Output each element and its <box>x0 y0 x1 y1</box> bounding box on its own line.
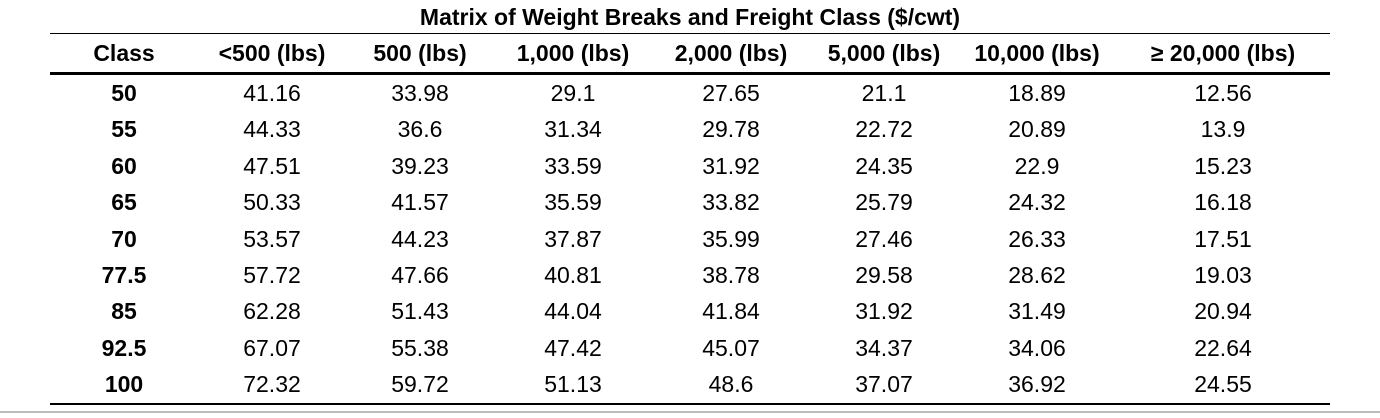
bottom-divider <box>0 411 1380 413</box>
rate-cell: 27.65 <box>702 80 760 106</box>
rate-cell: 44.33 <box>243 116 301 143</box>
rate-cell: 41.57 <box>391 189 449 216</box>
column-header-weight-break: 1,000 (lbs) <box>494 33 652 75</box>
rate-cell: 20.94 <box>1194 298 1252 325</box>
freight-class-cell: 100 <box>50 366 198 405</box>
rate-cell: 20.89 <box>1008 116 1066 143</box>
table-row: 60 47.51 39.23 33.59 31.92 24.35 22.9 15.23 <box>50 148 1330 184</box>
rate-cell: 34.06 <box>1008 334 1066 361</box>
rate-cell: 15.23 <box>1194 152 1252 179</box>
rate-cell: 35.59 <box>544 189 602 216</box>
freight-class-cell: 85 <box>111 298 137 325</box>
rate-cell: 27.46 <box>855 225 913 252</box>
table-row: 70 53.57 44.23 37.87 35.99 27.46 26.33 17.51 <box>50 221 1330 257</box>
rate-cell: 34.37 <box>855 334 913 361</box>
rate-cell: 57.72 <box>243 262 301 289</box>
rate-cell: 21.1 <box>861 80 907 106</box>
rate-cell: 22.64 <box>1194 334 1252 361</box>
rate-cell: 44.23 <box>391 225 449 252</box>
rate-cell: 44.04 <box>544 298 602 325</box>
rate-cell: 47.51 <box>243 152 301 179</box>
rate-cell: 51.43 <box>391 298 449 325</box>
rate-cell: 22.72 <box>855 116 913 143</box>
rate-cell: 33.82 <box>702 189 760 216</box>
rate-cell: 47.42 <box>544 334 602 361</box>
rate-cell: 19.03 <box>1194 262 1252 289</box>
table-row: 50 41.16 33.98 29.1 27.65 21.1 18.89 12.56 <box>50 74 1330 112</box>
rate-cell: 67.07 <box>243 334 301 361</box>
rate-cell: 29.1 <box>550 80 596 106</box>
rate-cell: 37.87 <box>544 225 602 252</box>
column-header-weight-break: 5,000 (lbs) <box>810 33 958 75</box>
rate-cell: 50.33 <box>243 189 301 216</box>
rate-cell: 48.6 <box>652 366 810 405</box>
rate-cell: 47.66 <box>391 262 449 289</box>
freight-class-cell: 70 <box>111 225 137 252</box>
rate-cell: 18.89 <box>1008 80 1066 106</box>
rate-cell: 13.9 <box>1200 116 1246 143</box>
rate-cell: 55.38 <box>391 334 449 361</box>
column-header-weight-break: ≥ 20,000 (lbs) <box>1116 33 1330 75</box>
column-header-weight-break: 10,000 (lbs) <box>958 33 1116 75</box>
freight-class-cell: 92.5 <box>101 334 147 361</box>
header-row: Class <500 (lbs) 500 (lbs) 1,000 (lbs) 2,000… <box>50 33 1330 75</box>
rate-cell: 51.13 <box>494 366 652 405</box>
freight-rate-table: Class <500 (lbs) 500 (lbs) 1,000 (lbs) 2,000… <box>50 33 1330 405</box>
rate-cell: 59.72 <box>346 366 494 405</box>
table-row: 65 50.33 41.57 35.59 33.82 25.79 24.32 16.18 <box>50 184 1330 220</box>
rate-cell: 24.32 <box>1008 189 1066 216</box>
table-row: 92.5 67.07 55.38 47.42 45.07 34.37 34.06 22.64 <box>50 330 1330 366</box>
rate-cell: 53.57 <box>243 225 301 252</box>
rate-cell: 28.62 <box>1008 262 1066 289</box>
rate-cell: 72.32 <box>198 366 346 405</box>
rate-cell: 41.16 <box>243 80 301 106</box>
freight-class-cell: 65 <box>111 189 137 216</box>
table-row: 77.5 57.72 47.66 40.81 38.78 29.58 28.62 19.03 <box>50 257 1330 293</box>
rate-cell: 33.59 <box>544 152 602 179</box>
table-body: 50 41.16 33.98 29.1 27.65 21.1 18.89 12.56 55 44.… <box>50 74 1330 405</box>
rate-cell: 29.58 <box>855 262 913 289</box>
freight-class-cell: 50 <box>111 80 137 106</box>
table-row: 85 62.28 51.43 44.04 41.84 31.92 31.49 20.94 <box>50 293 1330 329</box>
rate-cell: 35.99 <box>702 225 760 252</box>
freight-class-cell: 55 <box>111 116 137 143</box>
rate-cell: 17.51 <box>1194 225 1252 252</box>
rate-cell: 33.98 <box>391 80 449 106</box>
rate-cell: 36.92 <box>958 366 1116 405</box>
table-row: 55 44.33 36.6 31.34 29.78 22.72 20.89 13.9 <box>50 111 1330 147</box>
table-row: 100 72.32 59.72 51.13 48.6 37.07 36.92 24.55 <box>50 366 1330 405</box>
rate-cell: 45.07 <box>702 334 760 361</box>
rate-cell: 38.78 <box>702 262 760 289</box>
column-header-weight-break: 500 (lbs) <box>346 33 494 75</box>
rate-cell: 62.28 <box>243 298 301 325</box>
rate-cell: 39.23 <box>391 152 449 179</box>
freight-class-cell: 60 <box>111 152 137 179</box>
rate-cell: 22.9 <box>1014 152 1060 179</box>
table-header: Class <500 (lbs) 500 (lbs) 1,000 (lbs) 2,000… <box>50 33 1330 75</box>
rate-cell: 31.34 <box>544 116 602 143</box>
rate-cell: 25.79 <box>855 189 913 216</box>
rate-cell: 31.92 <box>702 152 760 179</box>
column-header-weight-break: <500 (lbs) <box>198 33 346 75</box>
table-title: Matrix of Weight Breaks and Freight Clas… <box>419 4 961 30</box>
rate-cell: 41.84 <box>702 298 760 325</box>
rate-cell: 37.07 <box>810 366 958 405</box>
column-header-class: Class <box>50 33 198 75</box>
rate-cell: 24.55 <box>1116 366 1330 405</box>
rate-cell: 16.18 <box>1194 189 1252 216</box>
rate-cell: 24.35 <box>855 152 913 179</box>
rate-cell: 29.78 <box>702 116 760 143</box>
rate-cell: 31.49 <box>1008 298 1066 325</box>
rate-cell: 40.81 <box>544 262 602 289</box>
rate-cell: 36.6 <box>397 116 443 143</box>
column-header-weight-break: 2,000 (lbs) <box>652 33 810 75</box>
rate-cell: 31.92 <box>855 298 913 325</box>
rate-cell: 12.56 <box>1194 80 1252 106</box>
rate-cell: 26.33 <box>1008 225 1066 252</box>
freight-class-cell: 77.5 <box>101 262 147 289</box>
